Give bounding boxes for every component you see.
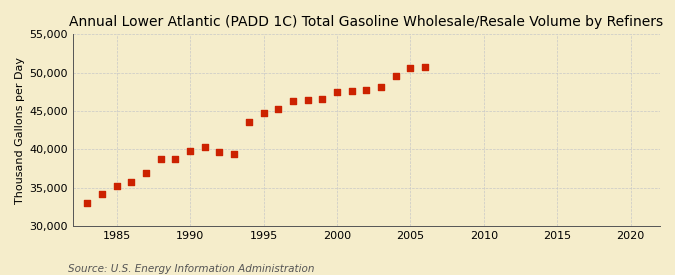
Y-axis label: Thousand Gallons per Day: Thousand Gallons per Day <box>15 57 25 204</box>
Title: Annual Lower Atlantic (PADD 1C) Total Gasoline Wholesale/Resale Volume by Refine: Annual Lower Atlantic (PADD 1C) Total Ga… <box>70 15 664 29</box>
Point <box>199 145 210 149</box>
Point <box>214 150 225 155</box>
Point <box>317 97 327 102</box>
Point <box>244 120 254 125</box>
Point <box>155 157 166 161</box>
Point <box>361 88 372 92</box>
Point <box>82 201 92 205</box>
Point <box>97 191 107 196</box>
Point <box>420 65 431 70</box>
Point <box>258 111 269 116</box>
Point <box>390 74 401 79</box>
Point <box>405 66 416 70</box>
Point <box>170 157 181 161</box>
Point <box>126 180 137 185</box>
Point <box>302 98 313 102</box>
Point <box>288 99 298 103</box>
Point <box>331 90 342 94</box>
Point <box>140 171 151 175</box>
Point <box>229 152 240 156</box>
Point <box>375 85 386 89</box>
Point <box>111 184 122 188</box>
Text: Source: U.S. Energy Information Administration: Source: U.S. Energy Information Administ… <box>68 264 314 274</box>
Point <box>185 148 196 153</box>
Point <box>273 106 284 111</box>
Point <box>346 89 357 93</box>
